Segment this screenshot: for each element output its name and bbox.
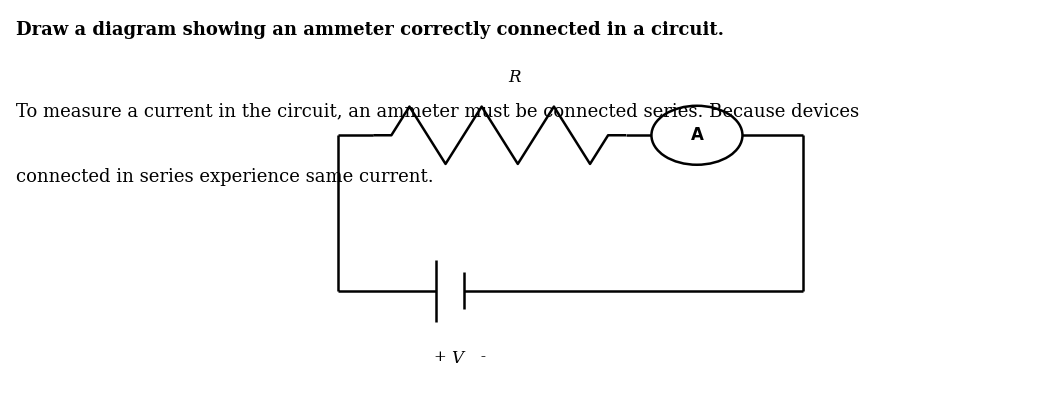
Text: To measure a current in the circuit, an ammeter must be connected series. Becaus: To measure a current in the circuit, an … — [16, 102, 860, 120]
Text: A: A — [691, 126, 704, 144]
Text: V: V — [452, 350, 463, 367]
Text: -: - — [477, 350, 486, 364]
Text: connected in series experience same current.: connected in series experience same curr… — [16, 168, 434, 186]
Text: Draw a diagram showing an ammeter correctly connected in a circuit.: Draw a diagram showing an ammeter correc… — [16, 20, 725, 38]
Text: R: R — [509, 69, 521, 86]
Text: +: + — [434, 350, 452, 364]
